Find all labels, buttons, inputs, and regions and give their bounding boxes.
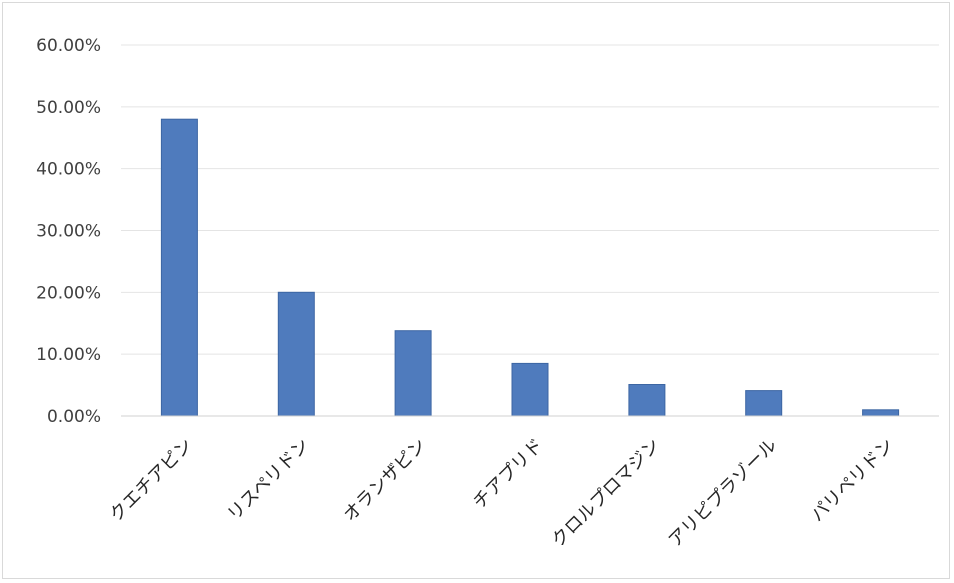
bar [160,118,198,417]
bar [628,384,666,417]
y-tick-label: 10.00% [36,345,101,365]
x-axis-category-labels: クエチアピン リスペリドン オランザピン チアプリド クロルプロマジン アリピプラゾールパ… [106,435,898,552]
bar [511,362,549,417]
bar [394,330,432,417]
x-tick-label: オランザピン [339,435,430,526]
y-axis-tick-labels: 0.00% 10.00% 20.00% 30.00% 40.00% 50.00% 60.00… [36,36,101,427]
bar [862,409,900,417]
x-tick-label: クエチアピン [106,435,197,526]
y-tick-label: 60.00% [36,36,101,56]
x-tick-label: チアプリド [469,435,547,513]
gridlines [121,44,939,355]
y-tick-label: 50.00% [36,98,101,118]
x-tick-label: パリペリドン [807,435,898,526]
y-tick-label: 30.00% [36,222,101,242]
y-tick-label: 0.00% [47,407,101,427]
x-tick-label: クロルプロマジン [548,435,665,552]
x-tick-label: リスペリドン [223,435,313,525]
bar-chart: 0.00% 10.00% 20.00% 30.00% 40.00% 50.00% 60.00… [36,36,939,552]
bar [745,390,783,417]
y-tick-label: 20.00% [36,283,101,303]
x-tick-label: アリピプラゾール [665,435,782,552]
bar [277,291,315,417]
bars [160,118,900,417]
y-tick-label: 40.00% [36,160,101,180]
